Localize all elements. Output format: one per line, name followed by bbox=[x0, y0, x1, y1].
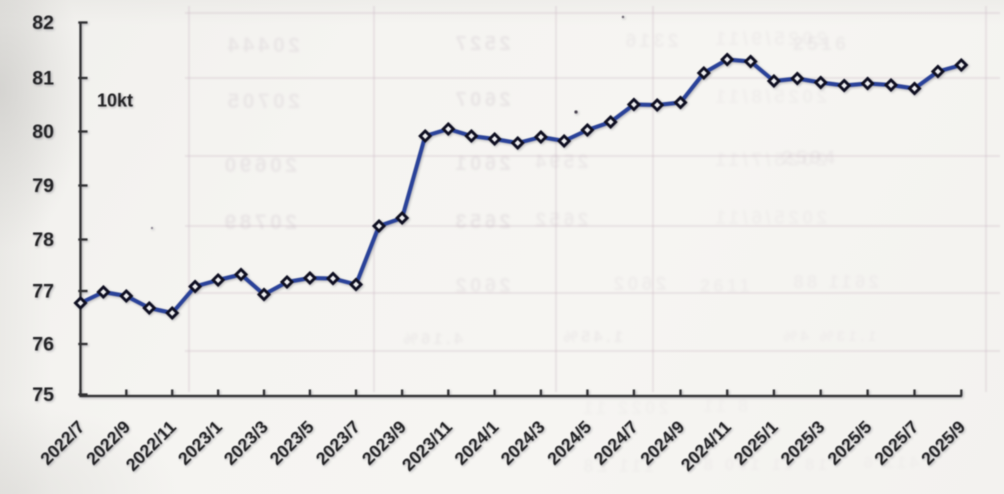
svg-text:75: 75 bbox=[32, 384, 54, 406]
svg-text:81: 81 bbox=[32, 68, 54, 90]
svg-text:2024/5: 2024/5 bbox=[543, 417, 595, 469]
svg-text:80: 80 bbox=[32, 121, 54, 143]
svg-text:2023/5: 2023/5 bbox=[266, 417, 318, 469]
svg-text:77: 77 bbox=[32, 281, 54, 303]
svg-text:2024/1: 2024/1 bbox=[450, 417, 502, 469]
svg-text:2023/3: 2023/3 bbox=[220, 417, 272, 469]
svg-text:79: 79 bbox=[32, 175, 54, 197]
svg-text:2025/9: 2025/9 bbox=[917, 417, 969, 469]
svg-text:2024/3: 2024/3 bbox=[497, 417, 549, 469]
svg-text:2024/7: 2024/7 bbox=[590, 417, 642, 469]
svg-text:2025/1: 2025/1 bbox=[730, 417, 782, 469]
svg-text:10kt: 10kt bbox=[97, 91, 133, 111]
svg-text:2025/7: 2025/7 bbox=[870, 417, 922, 469]
svg-text:2023/1: 2023/1 bbox=[174, 417, 226, 469]
svg-text:78: 78 bbox=[32, 229, 54, 251]
svg-text:2022/7: 2022/7 bbox=[36, 417, 88, 469]
svg-text:2025/5: 2025/5 bbox=[823, 417, 875, 469]
svg-text:2022/11: 2022/11 bbox=[122, 417, 180, 475]
svg-text:2023/11: 2023/11 bbox=[398, 417, 456, 475]
svg-text:82: 82 bbox=[32, 12, 54, 34]
svg-text:2024/11: 2024/11 bbox=[677, 417, 735, 475]
svg-text:76: 76 bbox=[32, 334, 54, 356]
svg-text:2023/7: 2023/7 bbox=[312, 417, 364, 469]
svg-text:2025/3: 2025/3 bbox=[777, 417, 829, 469]
